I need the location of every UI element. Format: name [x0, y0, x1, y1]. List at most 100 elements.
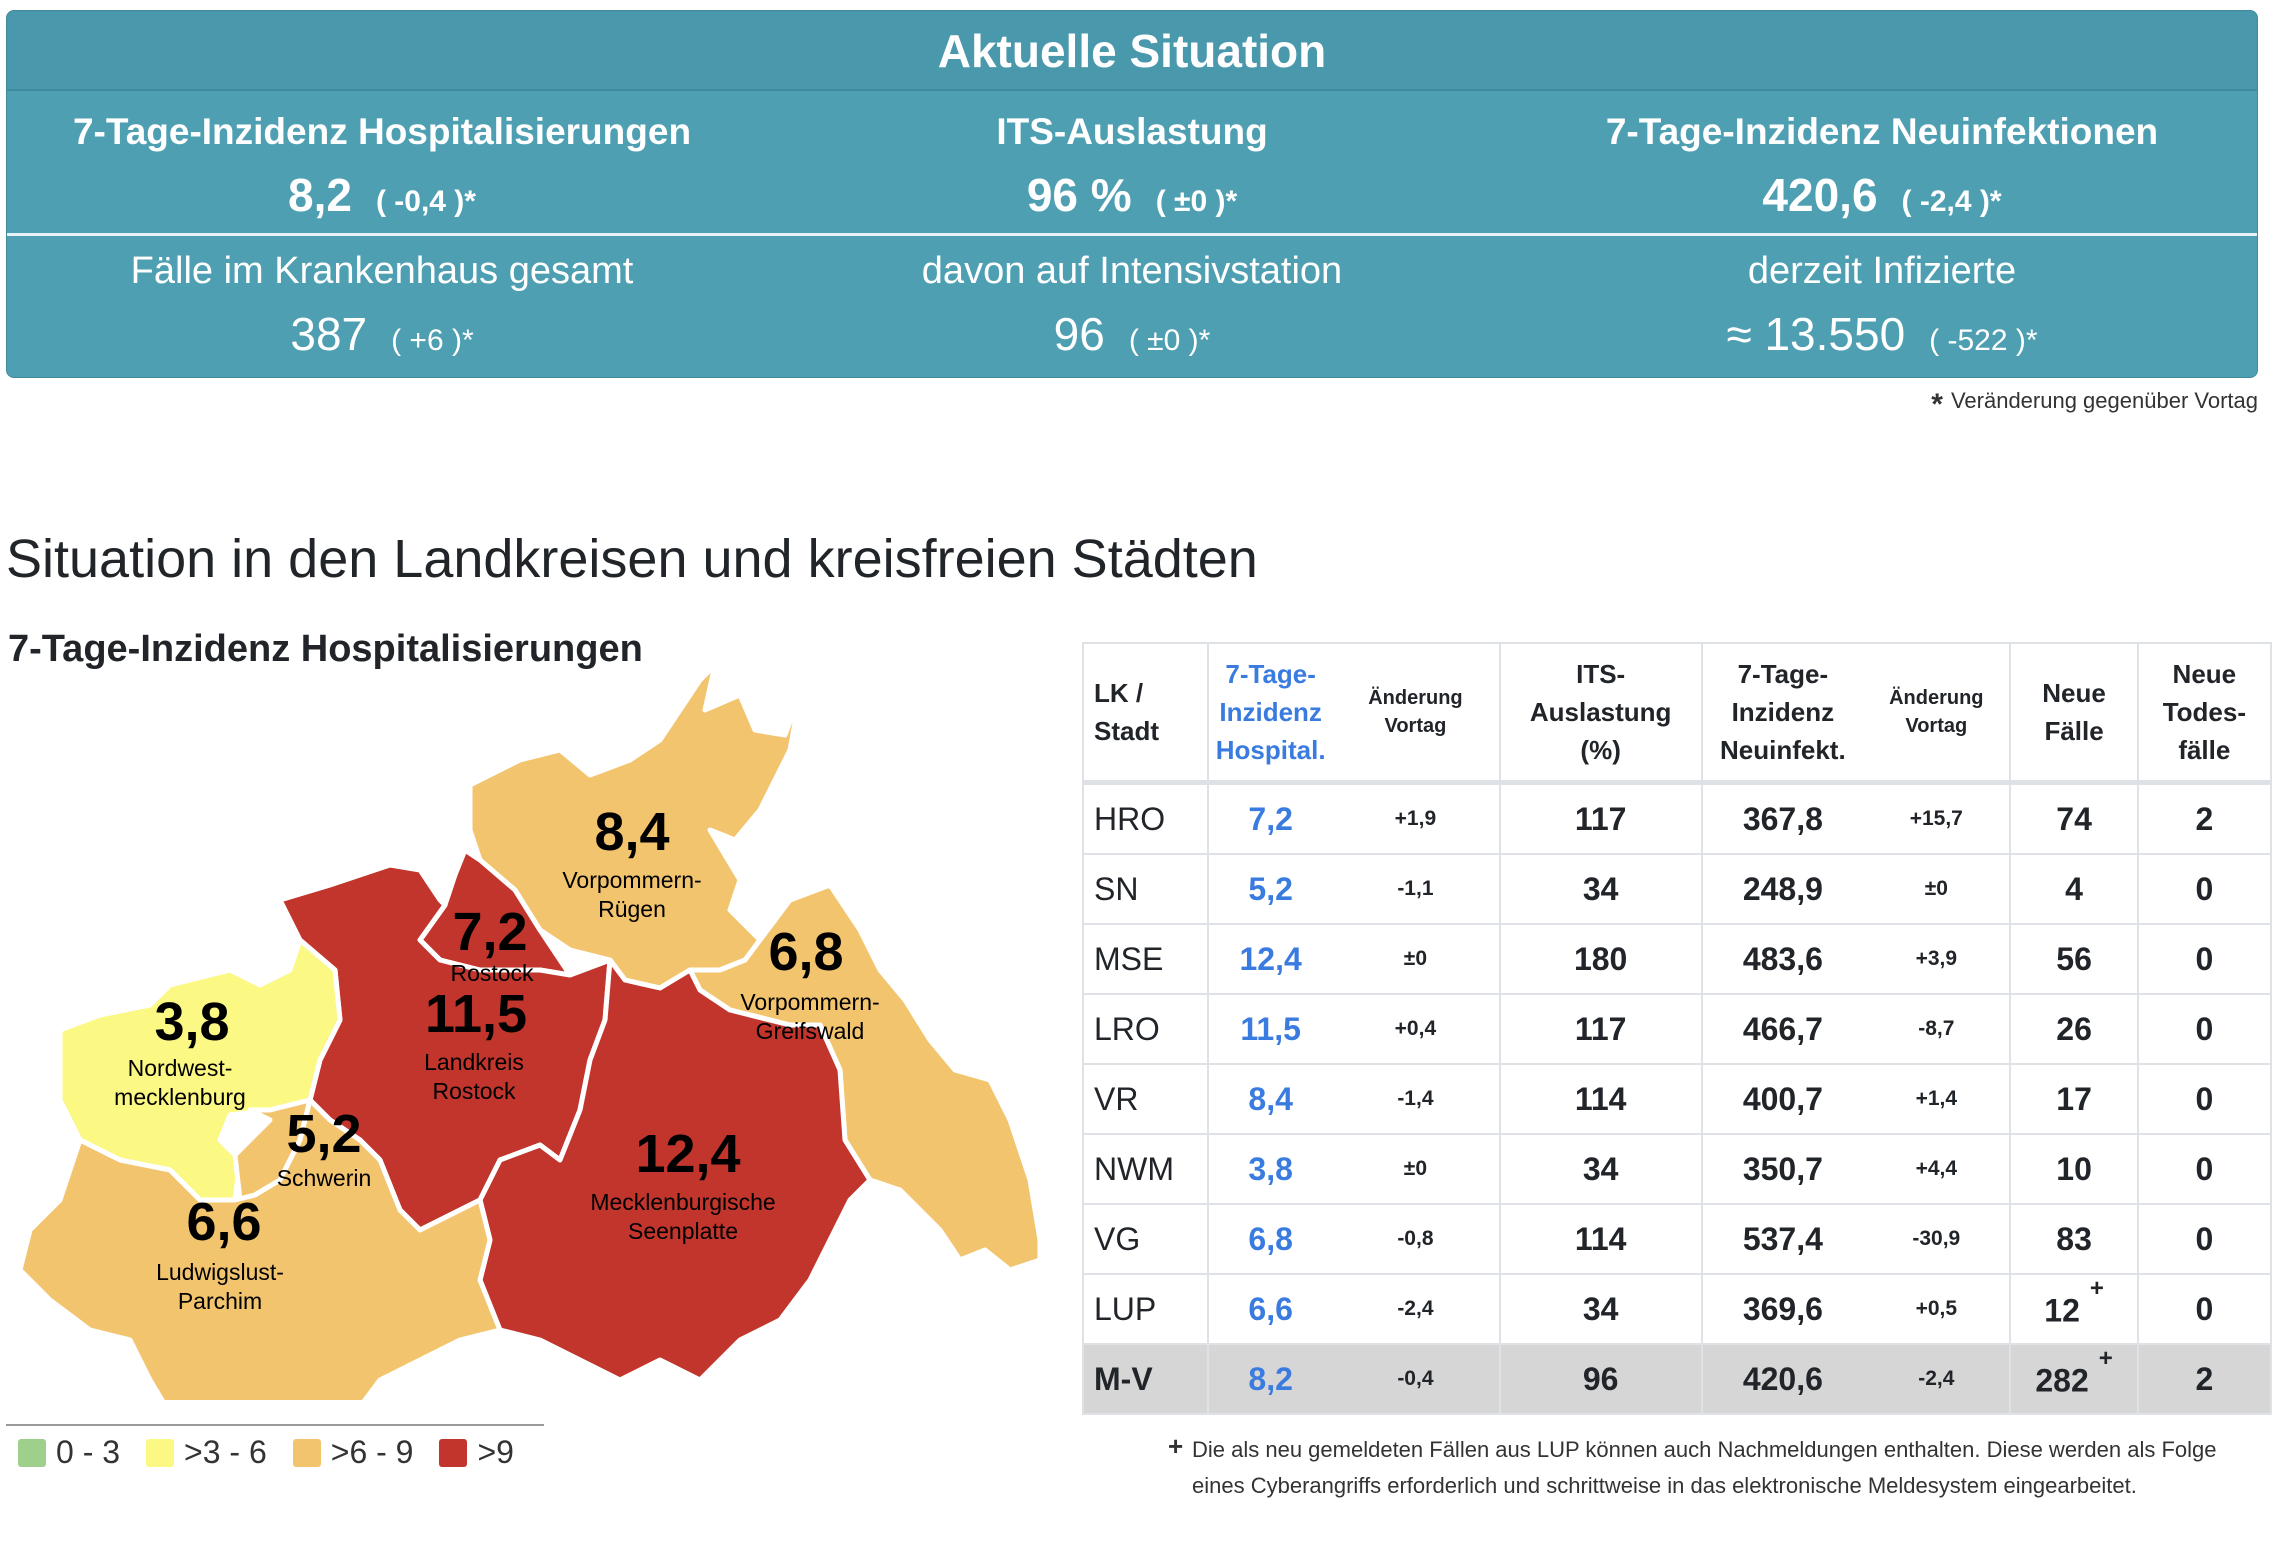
cell-value: +0,5 [1915, 1297, 1958, 1320]
cell-its: 117 [1498, 781, 1703, 855]
cell-value: 0 [2195, 1010, 2214, 1047]
cell-value: -0,8 [1397, 1227, 1434, 1250]
cell-value: VR [1094, 1080, 1139, 1117]
region-label: Nordwest- [128, 1055, 233, 1081]
cell-inf-chg: +3,9 [1863, 923, 2012, 995]
cell-hosp-chg: ±0 [1332, 923, 1501, 995]
col-header-inf-change[interactable]: Änderung Vortag [1863, 642, 2012, 785]
legend-item: 0 - 3 [18, 1434, 120, 1471]
cell-hosp: 8,4 [1207, 1063, 1333, 1135]
legend-divider [6, 1424, 544, 1426]
region-value: 12,4 [635, 1124, 740, 1184]
table-row: HRO 7,2 +1,9 117 367,8 +15,7 74 2 [1081, 781, 2273, 855]
cell-value: 12 [2044, 1292, 2080, 1329]
region-ludwigslust-parchim[interactable] [17, 1097, 503, 1463]
cell-inf-chg: +1,4 [1863, 1063, 2012, 1135]
kpi-change: ( -522 )* [1929, 324, 2038, 357]
table-row: LRO 11,5 +0,4 117 466,7 -8,7 26 0 [1081, 993, 2273, 1065]
region-label: mecklenburg [114, 1084, 246, 1110]
cell-value: 282 [2035, 1362, 2089, 1399]
cell-value: 367,8 [1742, 800, 1823, 837]
region-value: 7,2 [452, 902, 527, 962]
region-value: 5,2 [286, 1104, 361, 1164]
kpi-change: ( -0,4 )* [375, 185, 476, 218]
cell-deaths: 2 [2136, 781, 2273, 855]
col-header-deaths[interactable]: Neue Todes-fälle [2136, 642, 2273, 785]
cell-value: MSE [1094, 940, 1164, 977]
cell-value: 400,7 [1742, 1080, 1823, 1117]
cell-deaths: 0 [2136, 1273, 2273, 1345]
region-label: Parchim [178, 1288, 262, 1314]
plus-mark: + [2089, 1274, 2104, 1302]
col-header-hosp[interactable]: 7-Tage-Inzidenz Hospital. [1207, 642, 1333, 785]
cell-value: 6,6 [1248, 1290, 1293, 1327]
cell-inf-chg: -30,9 [1863, 1203, 2012, 1275]
cell-cases: 56 [2009, 923, 2139, 995]
table-row: NWM 3,8 ±0 34 350,7 +4,4 10 0 [1081, 1133, 2273, 1205]
col-header-inf[interactable]: 7-Tage-Inzidenz Neuinfekt. [1700, 642, 1864, 785]
cell-cases: 26 [2009, 993, 2139, 1065]
region-label: Landkreis [424, 1049, 524, 1075]
region-mecklenburgische-seenplatte[interactable] [477, 957, 873, 1383]
change-footnote: * Veränderung gegenüber Vortag [1931, 388, 2258, 422]
col-header-hosp-change[interactable]: Änderung Vortag [1332, 642, 1501, 785]
cell-value: HRO [1094, 800, 1166, 837]
legend-label: >9 [477, 1434, 514, 1470]
col-header-cases[interactable]: Neue Fälle [2009, 642, 2139, 785]
cell-value: 350,7 [1742, 1150, 1823, 1187]
cell-its: 180 [1498, 923, 1703, 995]
region-label: Seenplatte [628, 1218, 738, 1244]
region-vorpommern-ruegen[interactable] [467, 662, 803, 991]
cell-hosp-chg: -1,4 [1332, 1063, 1501, 1135]
cell-hosp: 6,6 [1207, 1273, 1333, 1345]
cell-value: 83 [2056, 1220, 2092, 1257]
region-label: Mecklenburgische [590, 1189, 775, 1215]
region-label: Ludwigslust- [156, 1259, 284, 1285]
kpi-label: 7-Tage-Inzidenz Hospitalisierungen [72, 111, 692, 152]
cell-lk: MSE [1081, 923, 1210, 995]
cell-value: 26 [2056, 1010, 2092, 1047]
cell-value: 96 [1582, 1360, 1619, 1397]
cell-value: -8,7 [1918, 1017, 1955, 1040]
kpi-label: ITS-Auslastung [996, 111, 1268, 152]
cell-value: 11,5 [1240, 1010, 1301, 1047]
cell-cases: 74 [2009, 781, 2139, 855]
footnote-text: Die als neu gemeldeten Fällen aus LUP kö… [1192, 1437, 2217, 1498]
cell-inf: 369,6 [1700, 1273, 1864, 1345]
cell-value: -0,4 [1397, 1367, 1434, 1390]
cell-inf-chg: ±0 [1863, 853, 2012, 925]
kpi-infection-incidence: 7-Tage-Inzidenz Neuinfektionen 420,6 ( -2… [1507, 91, 2257, 233]
cell-cases: 282 + [2009, 1343, 2139, 1415]
cell-lk: HRO [1081, 781, 1210, 855]
kpi-value: 8,2 [288, 169, 352, 221]
choropleth-map: 8,4 Vorpommern- Rügen 7,2 Rostock 6,8 Vo… [0, 640, 1080, 1463]
col-header-its[interactable]: ITS-Auslastung (%) [1498, 642, 1703, 785]
cell-deaths: 0 [2136, 923, 2273, 995]
cell-value: 537,4 [1742, 1220, 1823, 1257]
cell-value: ±0 [1403, 1157, 1428, 1180]
cell-its: 114 [1498, 1063, 1703, 1135]
cell-value: LRO [1094, 1010, 1160, 1047]
region-value: 6,6 [186, 1192, 261, 1252]
kpi-value: 96 % [1026, 169, 1132, 221]
region-label: Rostock [450, 960, 534, 986]
plus-mark: + [2098, 1344, 2113, 1372]
cell-lk: VR [1081, 1063, 1210, 1135]
cell-value: VG [1094, 1220, 1141, 1257]
cell-value: +15,7 [1909, 807, 1963, 830]
cell-inf: 367,8 [1700, 781, 1864, 855]
cell-value: -2,4 [1397, 1297, 1434, 1320]
region-label: Rügen [598, 896, 666, 922]
map-legend: 0 - 3 >3 - 6 >6 - 9 >9 [18, 1434, 540, 1471]
cell-deaths: 2 [2136, 1343, 2273, 1415]
table-footnote: + Die als neu gemeldeten Fällen aus LUP k… [1168, 1431, 2248, 1504]
legend-swatch-red [439, 1438, 468, 1467]
cell-value: 17 [2056, 1080, 2092, 1117]
cell-value: NWM [1094, 1150, 1174, 1187]
cell-cases: 10 [2009, 1133, 2139, 1205]
cell-its: 34 [1498, 1273, 1703, 1345]
cell-its: 114 [1498, 1203, 1703, 1275]
col-header-lk[interactable]: LK / Stadt [1081, 642, 1210, 785]
cell-hosp-chg: -1,1 [1332, 853, 1501, 925]
cell-cases: 17 [2009, 1063, 2139, 1135]
